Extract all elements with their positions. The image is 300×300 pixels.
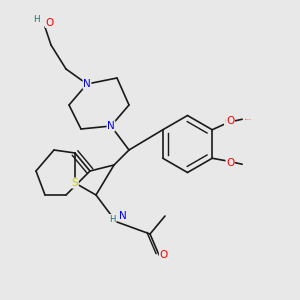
Text: methoxy: methoxy bbox=[244, 116, 250, 118]
Text: H: H bbox=[109, 214, 116, 224]
Text: N: N bbox=[119, 211, 127, 221]
Text: O: O bbox=[159, 250, 168, 260]
Text: N: N bbox=[83, 79, 91, 89]
Text: O: O bbox=[226, 158, 234, 168]
Text: O: O bbox=[225, 117, 233, 127]
Text: N: N bbox=[107, 121, 115, 131]
Text: H: H bbox=[33, 15, 39, 24]
Text: O: O bbox=[226, 116, 234, 126]
Text: S: S bbox=[72, 178, 78, 188]
Text: methoxy1: methoxy1 bbox=[244, 118, 252, 120]
Text: O: O bbox=[45, 17, 54, 28]
